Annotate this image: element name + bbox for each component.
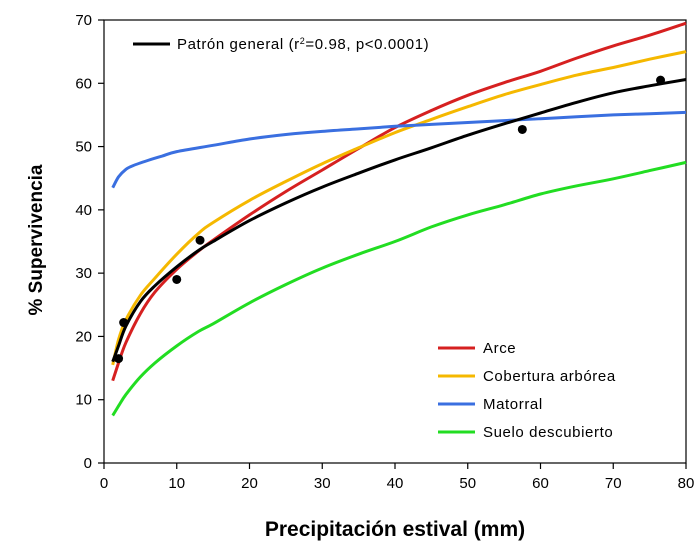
y-tick-label: 10 <box>75 392 92 409</box>
legend-label-matorral: Matorral <box>483 396 543 413</box>
x-tick-label: 10 <box>168 475 185 492</box>
data-point <box>656 75 666 85</box>
series-layer <box>111 21 687 417</box>
fit-legend-label: Patrón general (r2=0.98, p<0.0001) <box>177 36 429 53</box>
x-tick-label: 60 <box>532 475 549 492</box>
x-tick-label: 20 <box>241 475 258 492</box>
y-tick-label: 60 <box>75 75 92 92</box>
series-line-arce <box>111 21 687 382</box>
x-tick-label: 80 <box>678 475 695 492</box>
y-tick-label: 30 <box>75 265 92 282</box>
series-line-matorral <box>111 110 687 189</box>
x-axis-title: Precipitación estival (mm) <box>265 518 525 541</box>
y-tick-label: 50 <box>75 139 92 156</box>
data-point <box>172 274 182 284</box>
series-line-cobertura-arborea <box>111 50 687 366</box>
data-point <box>195 235 205 245</box>
x-tick-label: 30 <box>314 475 331 492</box>
data-point <box>114 354 124 364</box>
data-point <box>517 124 527 134</box>
x-tick-label: 70 <box>605 475 622 492</box>
series-line-suelo-descubierto <box>111 160 687 417</box>
y-tick-label: 40 <box>75 202 92 219</box>
y-tick-label: 20 <box>75 328 92 345</box>
y-tick-label: 70 <box>75 12 92 29</box>
data-point <box>119 318 129 328</box>
legend-label-arce: Arce <box>483 340 516 357</box>
x-tick-label: 40 <box>387 475 404 492</box>
y-axis-title: % Supervivencia <box>26 164 47 315</box>
fit-line <box>111 78 687 363</box>
series-legend: Arce Cobertura arbórea Matorral Suelo descu… <box>438 340 616 441</box>
x-axis-ticks: 0 10 20 30 40 50 60 70 80 <box>100 463 695 492</box>
fit-legend: Patrón general (r2=0.98, p<0.0001) <box>133 36 429 53</box>
x-tick-label: 50 <box>459 475 476 492</box>
y-tick-label: 0 <box>84 455 92 472</box>
legend-label-cobertura-arborea: Cobertura arbórea <box>483 368 616 385</box>
y-axis-ticks: 0 10 20 30 40 50 60 70 <box>75 12 104 472</box>
data-points <box>114 75 666 364</box>
x-tick-label: 0 <box>100 475 108 492</box>
legend-label-suelo-descubierto: Suelo descubierto <box>483 424 613 441</box>
